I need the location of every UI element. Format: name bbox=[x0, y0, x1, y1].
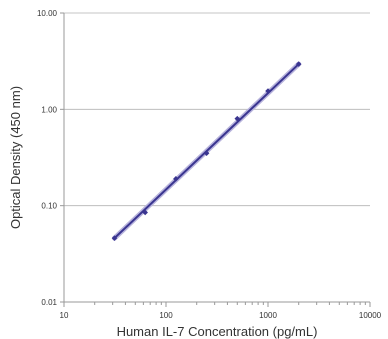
data-point bbox=[265, 88, 271, 94]
axes bbox=[60, 12, 371, 307]
x-tick-label: 10000 bbox=[359, 311, 382, 320]
x-tick-label: 100 bbox=[159, 311, 173, 320]
tick-labels: 0.01 0.10 1.00 10.00 10 100 1000 10000 bbox=[37, 9, 382, 320]
data-series bbox=[111, 61, 302, 241]
y-tick-label: 1.00 bbox=[41, 105, 57, 114]
y-tick-label: 0.10 bbox=[41, 202, 57, 211]
data-point bbox=[295, 61, 302, 67]
data-point bbox=[203, 150, 210, 157]
y-tick-label: 10.00 bbox=[37, 9, 58, 18]
grid-lines bbox=[64, 12, 370, 207]
data-point bbox=[111, 235, 118, 241]
data-point bbox=[173, 176, 179, 182]
x-axis-label: Human IL-7 Concentration (pg/mL) bbox=[117, 324, 318, 339]
y-axis-label: Optical Density (450 nm) bbox=[8, 86, 23, 229]
data-point bbox=[234, 115, 241, 122]
y-tick-label: 0.01 bbox=[41, 298, 57, 307]
x-tick-label: 1000 bbox=[259, 311, 277, 320]
data-point bbox=[142, 209, 148, 216]
x-tick-label: 10 bbox=[60, 311, 69, 320]
